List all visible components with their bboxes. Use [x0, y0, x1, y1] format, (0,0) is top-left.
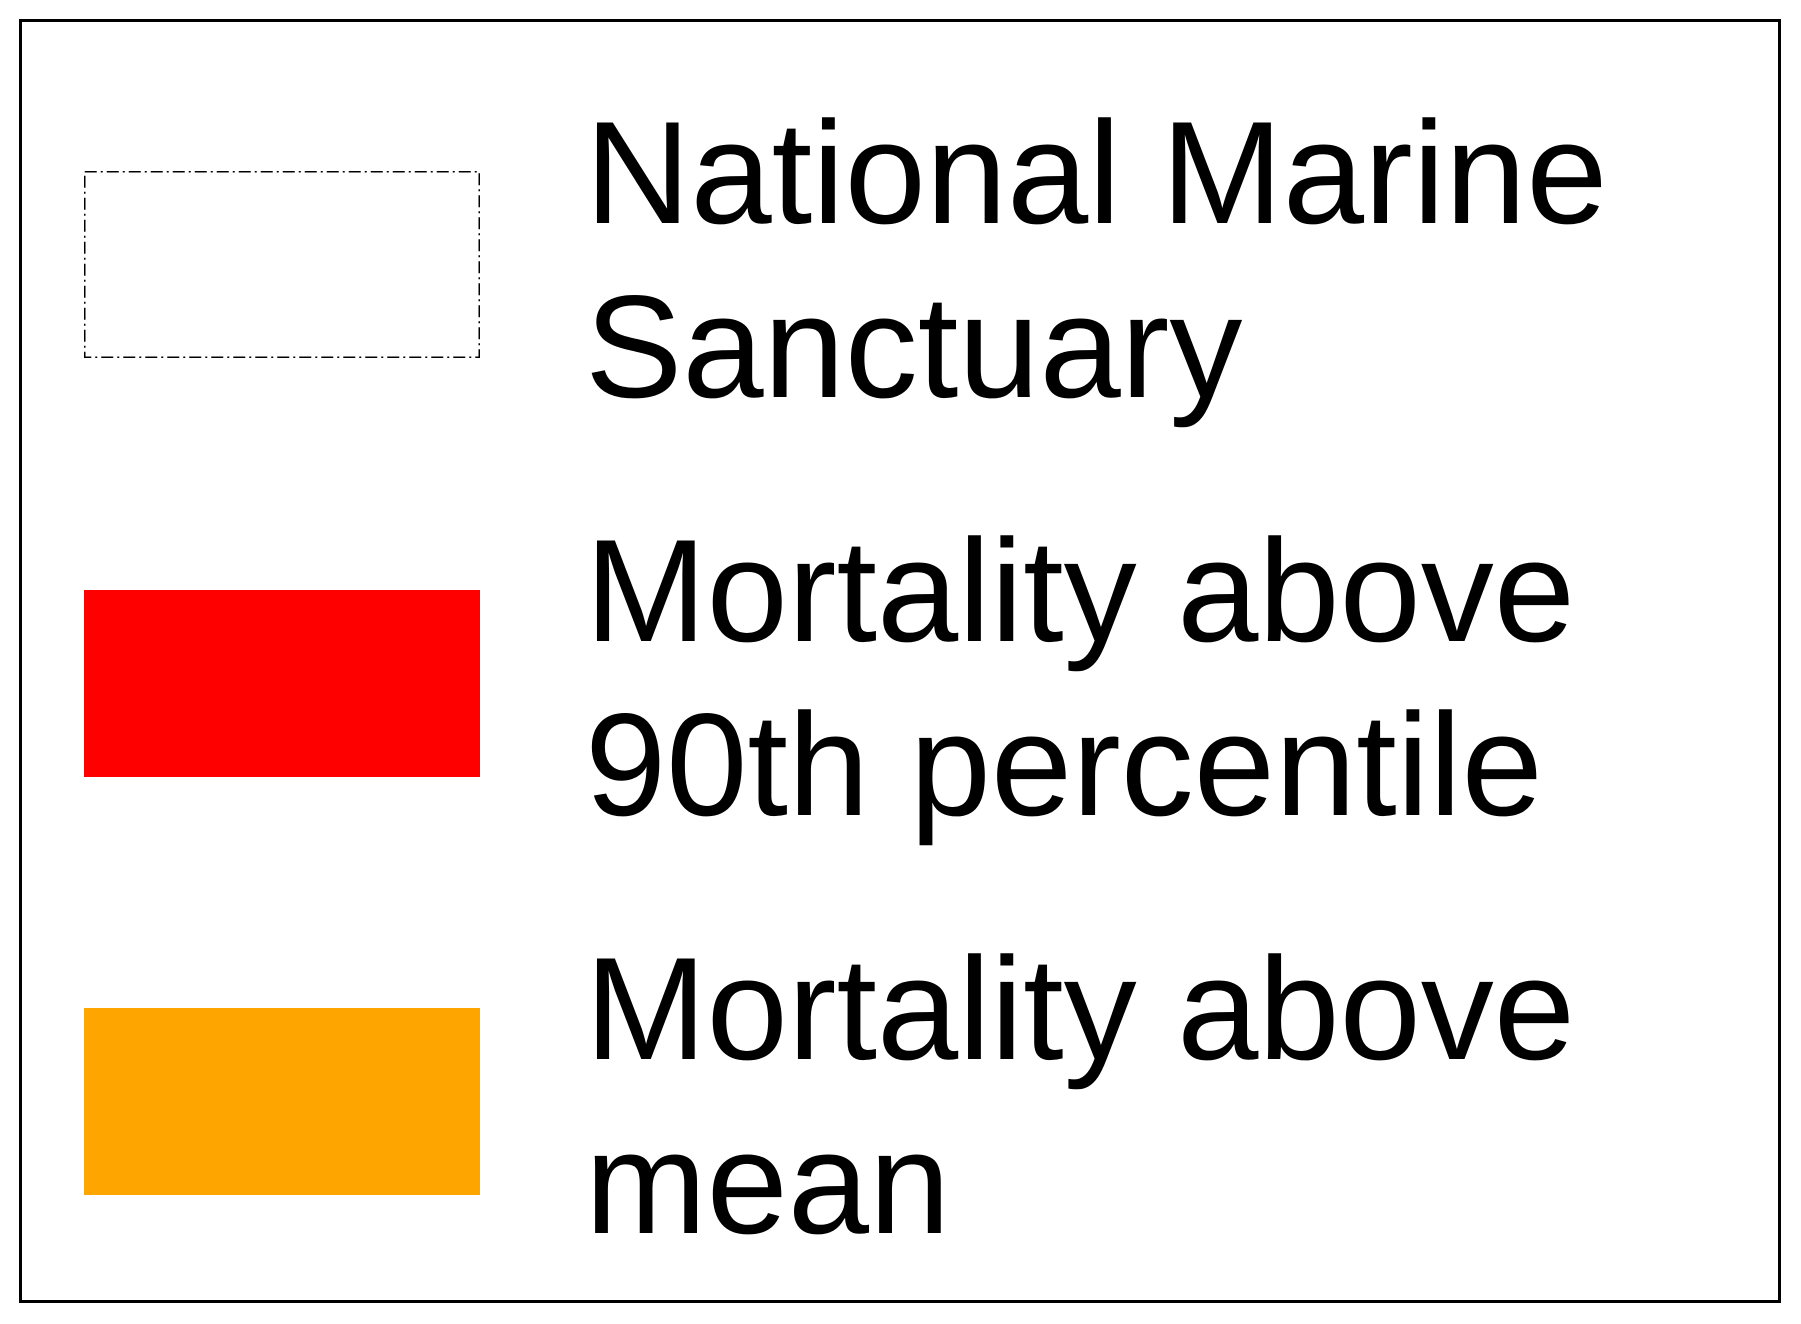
- mortality-90th-percentile-swatch: [84, 590, 480, 777]
- legend-label-line: 90th percentile: [585, 683, 1543, 846]
- legend-label-line: Sanctuary: [585, 265, 1243, 428]
- legend-label-line: Mortality above: [585, 927, 1575, 1090]
- sanctuary-outline-swatch: [84, 171, 480, 358]
- map-legend: National Marine Sanctuary Mortality abov…: [19, 19, 1781, 1303]
- legend-label-line: National Marine: [585, 91, 1608, 254]
- legend-label-above-mean: Mortality above mean: [585, 922, 1765, 1270]
- legend-label-90th-percentile: Mortality above 90th percentile: [585, 504, 1765, 852]
- dash-dot-outline-icon: [84, 171, 480, 358]
- legend-label-sanctuary: National Marine Sanctuary: [585, 86, 1765, 434]
- legend-label-line: Mortality above: [585, 509, 1575, 672]
- legend-label-line: mean: [585, 1101, 951, 1264]
- mortality-above-mean-swatch: [84, 1008, 480, 1195]
